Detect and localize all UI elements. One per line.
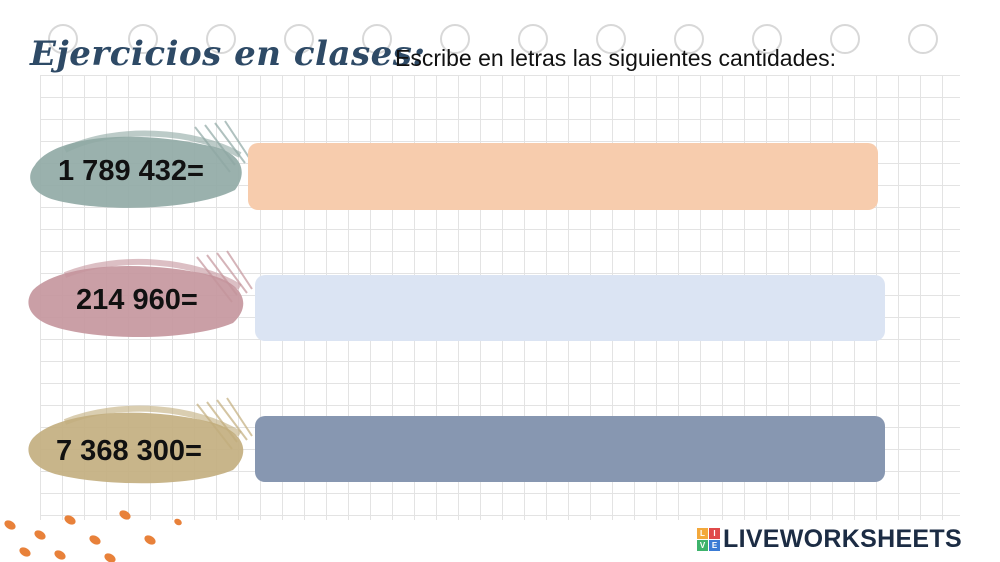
logo-mark-letter: V: [697, 540, 708, 551]
brush-stroke-teal: [30, 120, 251, 208]
number-label-1: 1 789 432=: [58, 155, 204, 187]
ring-icon: [908, 24, 938, 54]
ring-icon: [48, 24, 78, 54]
brush-stroke-pink: [28, 250, 253, 338]
answer-input-3[interactable]: [255, 416, 885, 482]
ring-icon: [752, 24, 782, 54]
logo-text: LIVEWORKSHEETS: [723, 525, 962, 553]
logo-mark-letter: L: [697, 528, 708, 539]
ring-icon: [518, 24, 548, 54]
ring-icon: [830, 24, 860, 54]
brush-stroke-gold: [28, 397, 253, 484]
logo-mark-letter: I: [709, 528, 720, 539]
liveworksheets-logo: L I V E LIVEWORKSHEETS: [697, 525, 962, 554]
ring-icon: [128, 24, 158, 54]
ring-icon: [362, 24, 392, 54]
notebook-rings: [0, 0, 1000, 60]
ring-icon: [674, 24, 704, 54]
logo-mark-icon: L I V E: [697, 528, 720, 551]
number-label-3: 7 368 300=: [56, 435, 202, 467]
answer-input-2[interactable]: [255, 275, 885, 341]
instructions: Escribe en letras las siguientes cantida…: [395, 45, 837, 71]
logo-mark-letter: E: [709, 540, 720, 551]
ring-icon: [596, 24, 626, 54]
number-label-2: 214 960=: [76, 284, 198, 316]
ring-icon: [440, 24, 470, 54]
ring-icon: [206, 24, 236, 54]
page-title: Ejercicios en clases:: [30, 34, 426, 74]
ring-icon: [284, 24, 314, 54]
answer-input-1[interactable]: [248, 143, 878, 210]
decorative-dots: [4, 510, 182, 562]
